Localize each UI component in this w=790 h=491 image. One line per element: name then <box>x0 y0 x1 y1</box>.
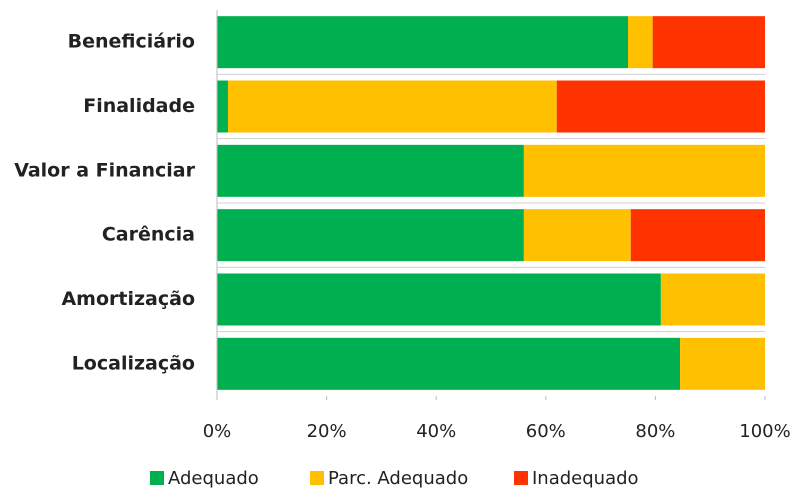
legend-label: Adequado <box>168 468 259 489</box>
bar-segment <box>660 273 765 326</box>
bar-segment <box>652 16 765 69</box>
y-tick-label: Localização <box>72 352 195 374</box>
bar-segment <box>628 16 653 69</box>
x-tick-label: 80% <box>635 421 675 442</box>
x-tick-label: 60% <box>526 421 566 442</box>
legend-label: Parc. Adequado <box>328 468 468 489</box>
x-tick-label: 0% <box>203 421 232 442</box>
y-tick-label: Beneficiário <box>68 31 195 53</box>
legend-label: Inadequado <box>532 468 639 489</box>
bar-segment <box>523 209 631 262</box>
x-tick-label: 40% <box>416 421 456 442</box>
bar-segment <box>217 80 228 133</box>
legend-swatch <box>150 471 164 485</box>
bar-segment <box>227 80 557 133</box>
bar-segment <box>630 209 765 262</box>
bar-segment <box>217 209 524 262</box>
y-tick-label: Finalidade <box>83 95 195 117</box>
bar-segment <box>217 273 661 326</box>
y-tick-label: Amortização <box>61 288 195 310</box>
bar-segment <box>523 144 765 197</box>
bar-segment <box>217 144 524 197</box>
legend-swatch <box>514 471 528 485</box>
bar-segment <box>217 16 628 69</box>
x-tick-label: 20% <box>307 421 347 442</box>
bar-segment <box>680 337 765 390</box>
y-tick-label: Valor a Financiar <box>14 159 195 181</box>
y-tick-label: Carência <box>102 224 195 246</box>
x-tick-label: 100% <box>739 421 790 442</box>
bar-segment <box>217 337 681 390</box>
legend-swatch <box>310 471 324 485</box>
bar-segment <box>556 80 765 133</box>
